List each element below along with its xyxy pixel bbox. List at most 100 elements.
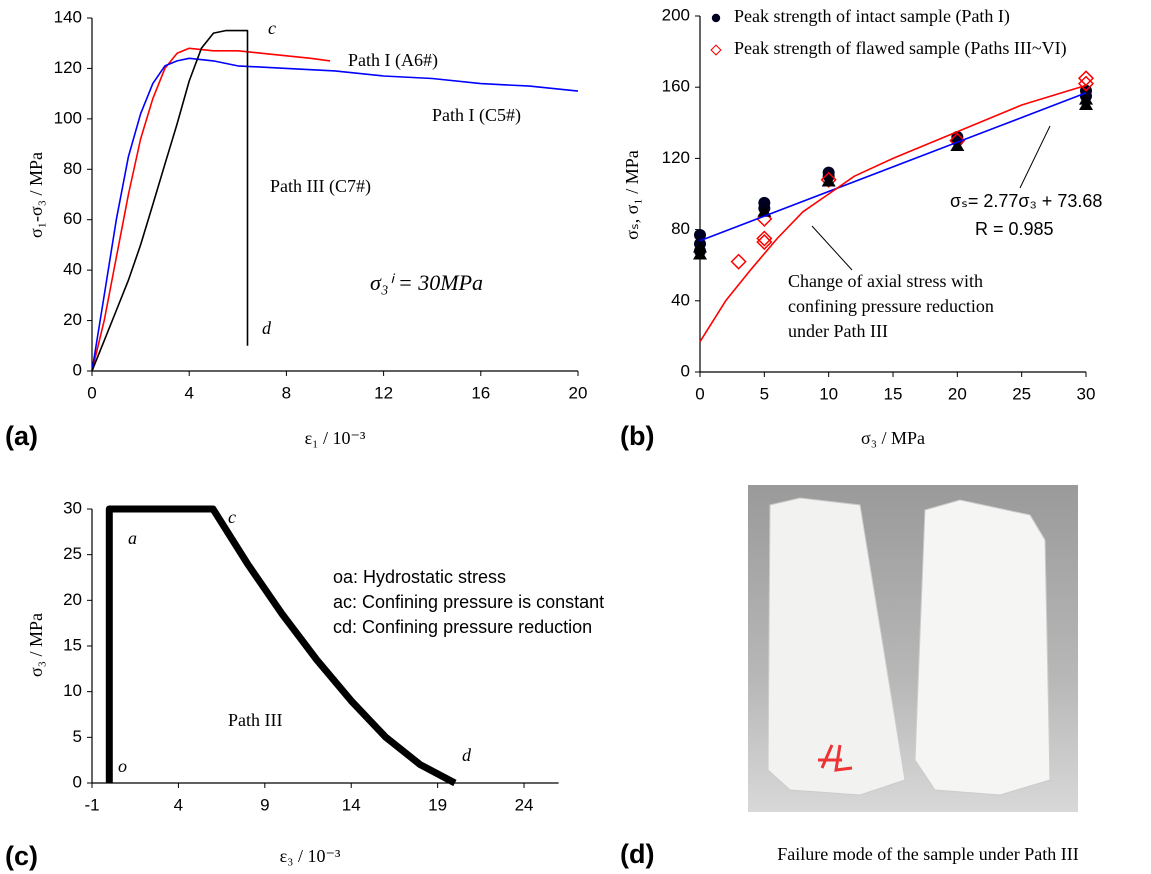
point [694,228,706,241]
y-tick-label: 80 [671,219,690,238]
series-label: Path I (A6#) [348,50,438,71]
annotation: a [128,528,137,548]
panel-label: (b) [620,421,654,451]
series-line [91,29,249,372]
x-tick-label: 4 [174,795,183,814]
panel-label: (c) [5,841,38,871]
x-tick-label: 8 [282,383,291,402]
y-tick-label: 120 [662,148,690,167]
point [1077,70,1095,87]
x-axis-title: ε₃ / 10⁻³ [280,846,341,866]
point [821,174,836,187]
point [950,138,965,151]
sample-left [767,497,906,796]
annotation: confining pressure reduction [788,296,994,316]
point [1077,75,1095,92]
y-tick-label: 40 [671,290,690,309]
series-line [105,505,457,787]
sample-right [914,499,1051,796]
y-tick-label: 200 [662,5,690,24]
y-tick-label: 120 [54,58,82,77]
x-tick-label: 16 [471,383,490,402]
annotation: Path III [228,710,282,730]
y-tick-label: 20 [63,590,82,609]
x-tick-label: -1 [84,795,99,814]
y-axis-title: σ₁-σ₃ / MPa [26,152,46,238]
x-tick-label: 5 [760,384,769,403]
y-tick-label: 0 [73,360,82,379]
x-tick-label: 20 [569,383,588,402]
series-label: Path III (C7#) [270,176,371,197]
y-tick-label: 0 [681,361,690,380]
y-tick-label: 10 [63,681,82,700]
leader-line [1019,125,1051,189]
x-tick-label: 0 [87,383,96,402]
x-tick-label: 19 [428,795,447,814]
point [756,233,773,251]
annotation: R = 0.985 [975,219,1054,239]
y-tick-label: 40 [63,260,82,279]
x-axis-title: σ₃ / MPa [861,428,925,448]
photo-caption: Failure mode of the sample under Path II… [777,844,1078,864]
point [757,204,772,217]
panel-label: (a) [5,421,38,451]
chart: 0 5 10 15 20 25 30 -1 4 9 14 19 24 ε₃ / 10⁻³ σ₃ / MPa (… [5,498,604,871]
point [820,171,837,188]
y-tick-label: 5 [73,727,82,746]
x-tick-label: 9 [260,795,269,814]
x-tick-label: 20 [948,384,967,403]
legend-label: Peak strength of flawed sample (Paths II… [734,38,1067,59]
y-axis-title: σ₃ / MPa [26,613,46,677]
annotation: under Path III [788,321,888,341]
series-line [699,84,1087,343]
point [693,240,707,253]
sample-mark [818,744,853,772]
annotation: c [268,18,276,38]
y-tick-label: 0 [73,772,82,791]
photo [748,485,1078,812]
leader-line [811,225,853,271]
chart: 0 40 80 120 160 200 0 5 10 15 20 25 30 σ₃ / MPa σₛ, σ₁… [620,5,1102,451]
annotation: σₛ= 2.77σ₃ + 73.68 [950,191,1102,211]
y-tick-label: 100 [54,108,82,127]
x-tick-label: 10 [819,384,838,403]
point [693,247,707,260]
y-tick-label: 140 [54,7,82,26]
annotation: ac: Confining pressure is constant [333,592,604,612]
chart: 0 20 40 60 80 100 120 140 0 4 8 12 16 20 ε₁ / 10⁻³ σ₁-σ… [5,7,587,451]
series-label: Path I (C5#) [432,105,521,126]
annotation: c [228,507,236,527]
y-axis-title: σₛ, σ₁ / MPa [622,150,642,239]
panel-label: (d) [620,839,654,869]
series-line [91,57,579,372]
x-tick-label: 14 [342,795,361,814]
annotation: cd: Confining pressure reduction [333,617,592,637]
point [1079,98,1093,110]
y-tick-label: 30 [63,498,82,517]
x-tick-label: 30 [1077,384,1096,403]
legend-marker [711,13,721,23]
x-tick-label: 24 [515,795,534,814]
x-tick-label: 4 [184,383,193,402]
annotation: oa: Hydrostatic stress [333,567,506,587]
x-axis-title: ε₁ / 10⁻³ [305,428,366,448]
series-line [91,47,331,372]
y-tick-label: 20 [63,310,82,329]
series-line [699,92,1087,242]
x-tick-label: 25 [1012,384,1031,403]
y-tick-label: 15 [63,635,82,654]
point [756,230,773,247]
y-tick-label: 60 [63,209,82,228]
annotation: o [118,756,127,776]
annotation: d [262,318,272,338]
y-tick-label: 25 [63,544,82,563]
x-tick-label: 15 [884,384,903,403]
annotation: d [462,745,472,765]
legend-label: Peak strength of intact sample (Path I) [734,6,1010,27]
point [730,253,747,270]
x-tick-label: 12 [374,383,393,402]
annotation: σ₃ⁱ = 30MPa [370,270,483,295]
legend-marker [710,44,722,56]
x-tick-label: 0 [695,384,704,403]
